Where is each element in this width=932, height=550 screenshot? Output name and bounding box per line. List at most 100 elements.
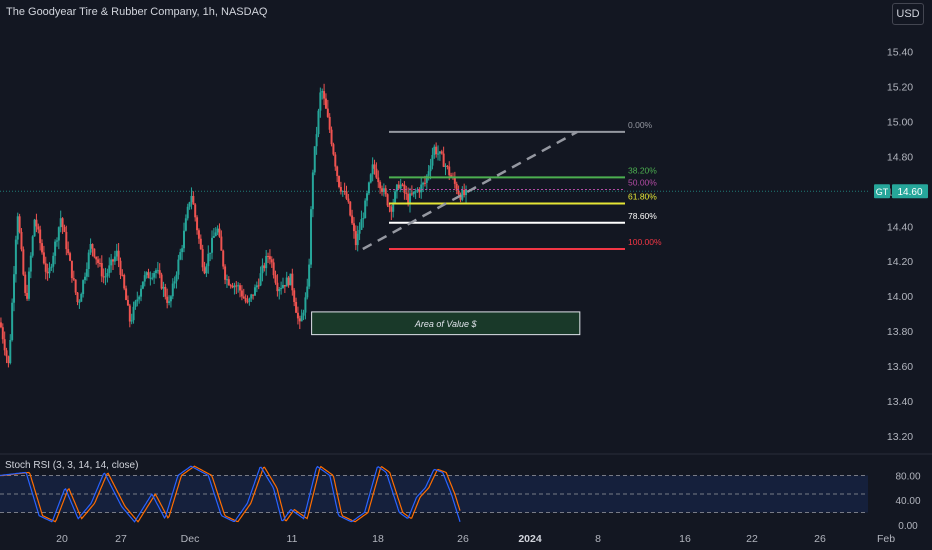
fib-level-label: 61.80% <box>628 192 657 202</box>
candle-body <box>240 290 243 297</box>
time-axis-tick: 26 <box>814 533 826 545</box>
candle-body <box>311 172 314 210</box>
candle-body <box>3 339 6 351</box>
candle-body <box>13 274 16 303</box>
candle-body <box>160 274 163 289</box>
ticker-tag <box>874 184 890 199</box>
candle-body <box>65 231 68 250</box>
candle-body <box>356 233 359 246</box>
price-axis-tick: 15.00 <box>887 116 913 128</box>
candle-body <box>242 296 245 299</box>
candle-body <box>76 292 79 303</box>
candle-body <box>450 175 453 177</box>
candle-body <box>97 259 100 263</box>
candle-body <box>18 216 21 232</box>
time-axis-tick: 8 <box>595 533 601 545</box>
candle-body <box>83 276 86 281</box>
candle-body <box>349 201 352 216</box>
candle-body <box>369 174 372 183</box>
candle-body <box>375 168 378 178</box>
time-axis-tick: 20 <box>56 533 68 545</box>
candle-body <box>37 226 40 230</box>
candle-body <box>453 177 456 184</box>
candle-body <box>100 263 103 277</box>
candle-body <box>35 219 38 227</box>
candle-body <box>414 191 417 193</box>
candle-body <box>276 282 279 292</box>
candle-body <box>442 153 445 167</box>
candle-body <box>72 278 75 280</box>
candle-body <box>239 285 242 291</box>
candle-body <box>98 262 101 264</box>
candle-body <box>229 285 232 287</box>
candle-body <box>115 250 118 257</box>
price-axis-tick: 14.00 <box>887 291 913 303</box>
candle-body <box>261 265 264 274</box>
price-axis-tick: 13.20 <box>887 431 913 443</box>
area-of-value-label: Area of Value $ <box>414 319 478 329</box>
candle-body <box>74 279 77 293</box>
candle-body <box>162 286 165 289</box>
chart-title: The Goodyear Tire & Rubber Company, 1h, … <box>6 6 268 18</box>
candle-body <box>410 193 413 195</box>
currency-button[interactable]: USD <box>892 3 924 25</box>
price-axis-tick: 13.80 <box>887 326 913 338</box>
candle-body <box>44 263 47 272</box>
candle-body <box>448 166 451 176</box>
candle-body <box>26 292 29 299</box>
candle-body <box>339 186 342 192</box>
candle-body <box>384 188 387 195</box>
candle-body <box>110 259 113 266</box>
candle-body <box>315 134 318 147</box>
candle-body <box>310 209 313 265</box>
candle-body <box>63 226 66 232</box>
candle-body <box>177 259 180 275</box>
candle-body <box>50 266 53 268</box>
candle-body <box>296 312 299 319</box>
candle-body <box>69 253 72 261</box>
candle-body <box>46 271 49 274</box>
candle-body <box>39 229 42 244</box>
candle-body <box>422 182 425 185</box>
candle-body <box>9 339 12 364</box>
time-axis-tick: 27 <box>115 533 127 545</box>
price-axis-tick: 13.40 <box>887 396 913 408</box>
candle-body <box>197 230 200 239</box>
candle-body <box>31 236 34 256</box>
candle-body <box>141 281 144 289</box>
candle-body <box>117 250 120 261</box>
candle-body <box>392 202 395 212</box>
candle-body <box>147 272 150 279</box>
candle-body <box>209 252 212 254</box>
candle-body <box>409 193 412 205</box>
candle-body <box>169 296 172 302</box>
candle-body <box>343 191 346 193</box>
candle-body <box>437 153 440 155</box>
candle-body <box>57 227 60 241</box>
candle-body <box>184 218 187 231</box>
candle-body <box>126 300 129 306</box>
candle-body <box>431 154 434 166</box>
candle-body <box>78 301 81 303</box>
candle-body <box>233 285 236 288</box>
trend-line <box>362 130 578 251</box>
time-axis-tick: 26 <box>457 533 469 545</box>
candle-body <box>323 91 326 99</box>
candle-body <box>181 248 184 253</box>
candle-body <box>33 219 36 237</box>
candle-body <box>145 272 148 276</box>
candle-body <box>278 289 281 292</box>
candle-body <box>371 164 374 175</box>
stoch-rsi-label: Stoch RSI (3, 3, 14, 14, close) <box>5 460 139 471</box>
candle-body <box>211 237 214 253</box>
candle-body <box>338 176 341 187</box>
candle-body <box>386 194 389 206</box>
candle-body <box>175 274 178 282</box>
candle-body <box>295 301 298 313</box>
candle-body <box>321 91 324 93</box>
candle-body <box>196 217 199 231</box>
candle-body <box>401 184 404 186</box>
candle-body <box>149 277 152 279</box>
price-axis-tick: 14.20 <box>887 256 913 268</box>
